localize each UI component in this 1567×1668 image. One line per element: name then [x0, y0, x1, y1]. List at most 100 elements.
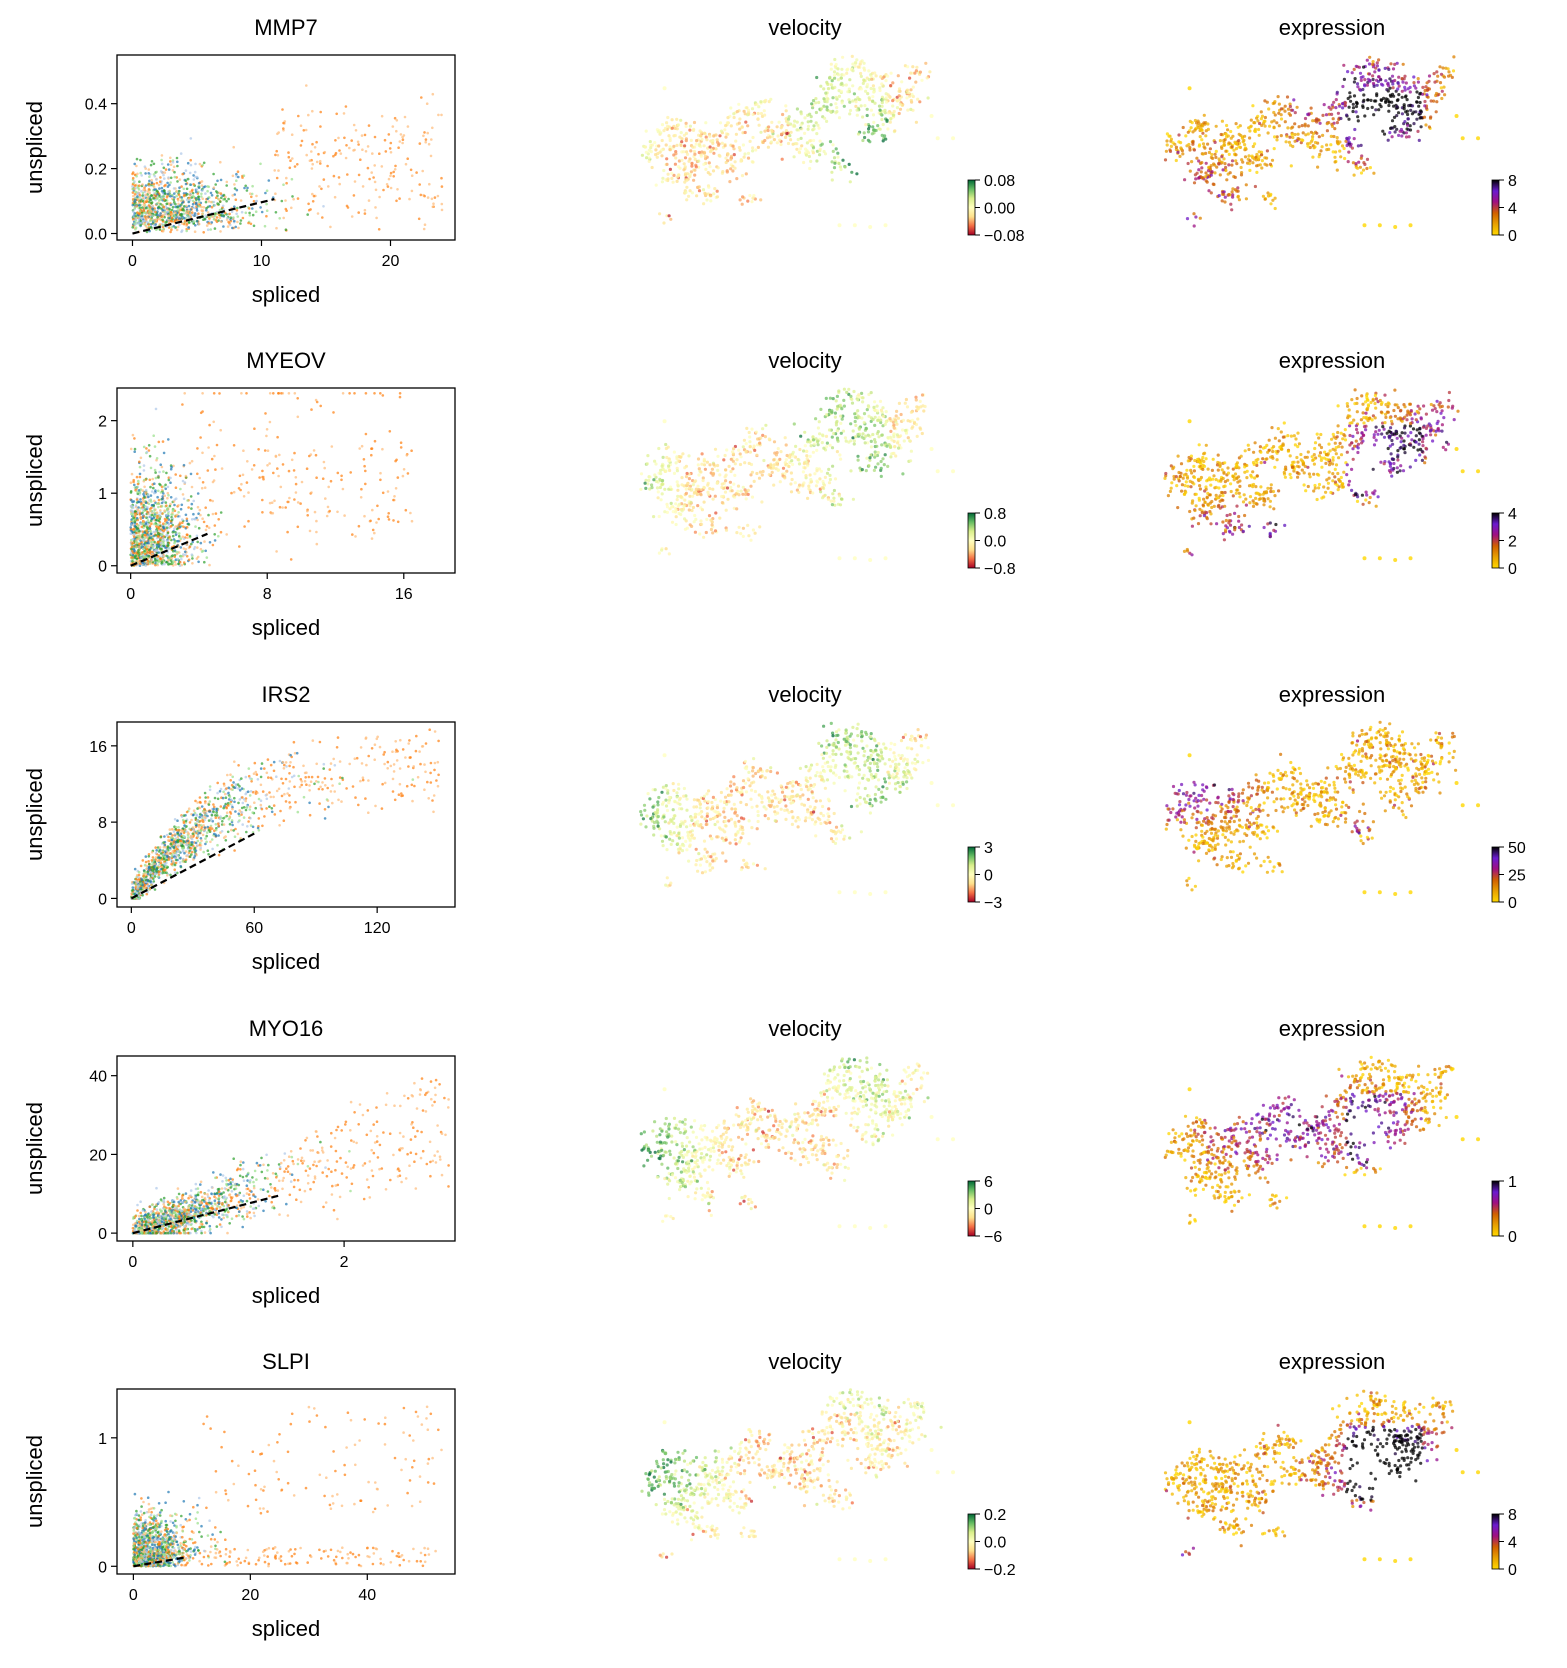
scatter-point	[189, 472, 193, 476]
scatter-point	[217, 534, 220, 538]
scatter-point	[355, 1141, 358, 1145]
scatter-point	[282, 121, 285, 125]
scatter-point	[163, 177, 166, 180]
scatter-point	[265, 771, 269, 775]
scatter-point	[287, 155, 291, 159]
scatter-point	[159, 835, 163, 839]
scatter-point	[158, 557, 162, 560]
scatter-point	[154, 476, 158, 480]
scatter-point	[232, 145, 235, 149]
scatter-point	[147, 183, 151, 186]
scatter-point	[251, 811, 254, 814]
scatter-point	[321, 216, 324, 219]
scatter-point	[235, 1214, 238, 1218]
scatter-point	[324, 1201, 328, 1204]
scatter-point	[185, 543, 189, 546]
scatter-point	[153, 207, 156, 210]
scatter-point	[433, 1100, 436, 1104]
scatter-point	[284, 506, 288, 509]
scatter-point	[230, 828, 233, 832]
scatter-point	[173, 527, 176, 530]
scatter-point	[394, 740, 398, 743]
scatter-point	[162, 841, 165, 844]
scatter-point	[217, 203, 220, 206]
scatter-point	[158, 187, 161, 190]
scatter-point	[399, 441, 403, 445]
scatter-point	[136, 222, 139, 225]
scatter-point	[365, 763, 368, 767]
scatter-point	[189, 495, 193, 498]
scatter-point	[312, 1163, 315, 1167]
scatter-point	[410, 783, 414, 787]
scatter-point	[249, 790, 253, 793]
scatter-point	[170, 513, 173, 516]
scatter-point	[352, 1140, 356, 1144]
scatter-point	[234, 198, 238, 201]
scatter-point	[278, 505, 282, 509]
scatter-point	[437, 773, 440, 777]
scatter-point	[216, 843, 219, 847]
scatter-point	[259, 206, 262, 209]
scatter-point	[288, 166, 292, 170]
scatter-point	[364, 150, 368, 153]
scatter-point	[147, 172, 150, 175]
scatter-point	[147, 195, 150, 199]
scatter-point	[338, 149, 341, 152]
scatter-point	[218, 208, 222, 212]
scatter-point	[286, 1170, 290, 1173]
scatter-point	[425, 1162, 429, 1166]
scatter-point	[159, 483, 162, 487]
scatter-point	[323, 466, 327, 470]
scatter-point	[336, 510, 339, 514]
scatter-point	[339, 152, 343, 155]
scatter-point	[226, 1215, 229, 1219]
scatter-point	[181, 207, 185, 211]
scatter-point	[161, 497, 164, 501]
scatter-point	[143, 509, 146, 512]
scatter-point	[393, 1104, 396, 1107]
scatter-point	[361, 1113, 365, 1117]
scatter-point	[281, 782, 285, 785]
scatter-point	[133, 206, 137, 210]
scatter-point	[176, 160, 179, 164]
scatter-point	[308, 801, 311, 805]
scatter-point	[287, 1155, 291, 1158]
scatter-point	[155, 170, 158, 174]
scatter-point	[209, 1231, 212, 1235]
scatter-point	[230, 210, 234, 214]
scatter-point	[138, 193, 142, 197]
scatter-point	[338, 776, 342, 779]
scatter-point	[403, 115, 407, 119]
scatter-point	[172, 224, 176, 228]
scatter-point	[129, 491, 133, 494]
scatter-point	[170, 208, 174, 212]
scatter-point	[257, 448, 260, 451]
scatter-point	[357, 524, 361, 528]
scatter-point	[316, 775, 320, 779]
scatter-point	[258, 476, 261, 479]
scatter-point	[426, 780, 429, 784]
scatter-point	[160, 533, 163, 536]
scatter-point	[367, 199, 371, 202]
scatter-point	[283, 1152, 287, 1155]
scatter-point	[406, 472, 410, 475]
scatter-point	[233, 835, 237, 838]
scatter-point	[158, 846, 162, 849]
scatter-point	[308, 813, 312, 817]
scatter-point	[207, 1189, 210, 1192]
scatter-point	[231, 174, 235, 178]
scatter-point	[169, 559, 173, 562]
scatter-point	[144, 870, 147, 874]
scatter-point	[173, 833, 177, 836]
scatter-point	[396, 476, 400, 479]
axes-frame	[116, 54, 456, 241]
scatter-point	[182, 1207, 186, 1210]
scatter-point	[158, 228, 162, 231]
scatter-point	[392, 175, 396, 178]
scatter-point	[346, 173, 349, 176]
scatter-point	[192, 813, 195, 817]
scatter-point	[344, 105, 348, 108]
scatter-point	[153, 875, 157, 878]
scatter-point	[131, 226, 134, 229]
